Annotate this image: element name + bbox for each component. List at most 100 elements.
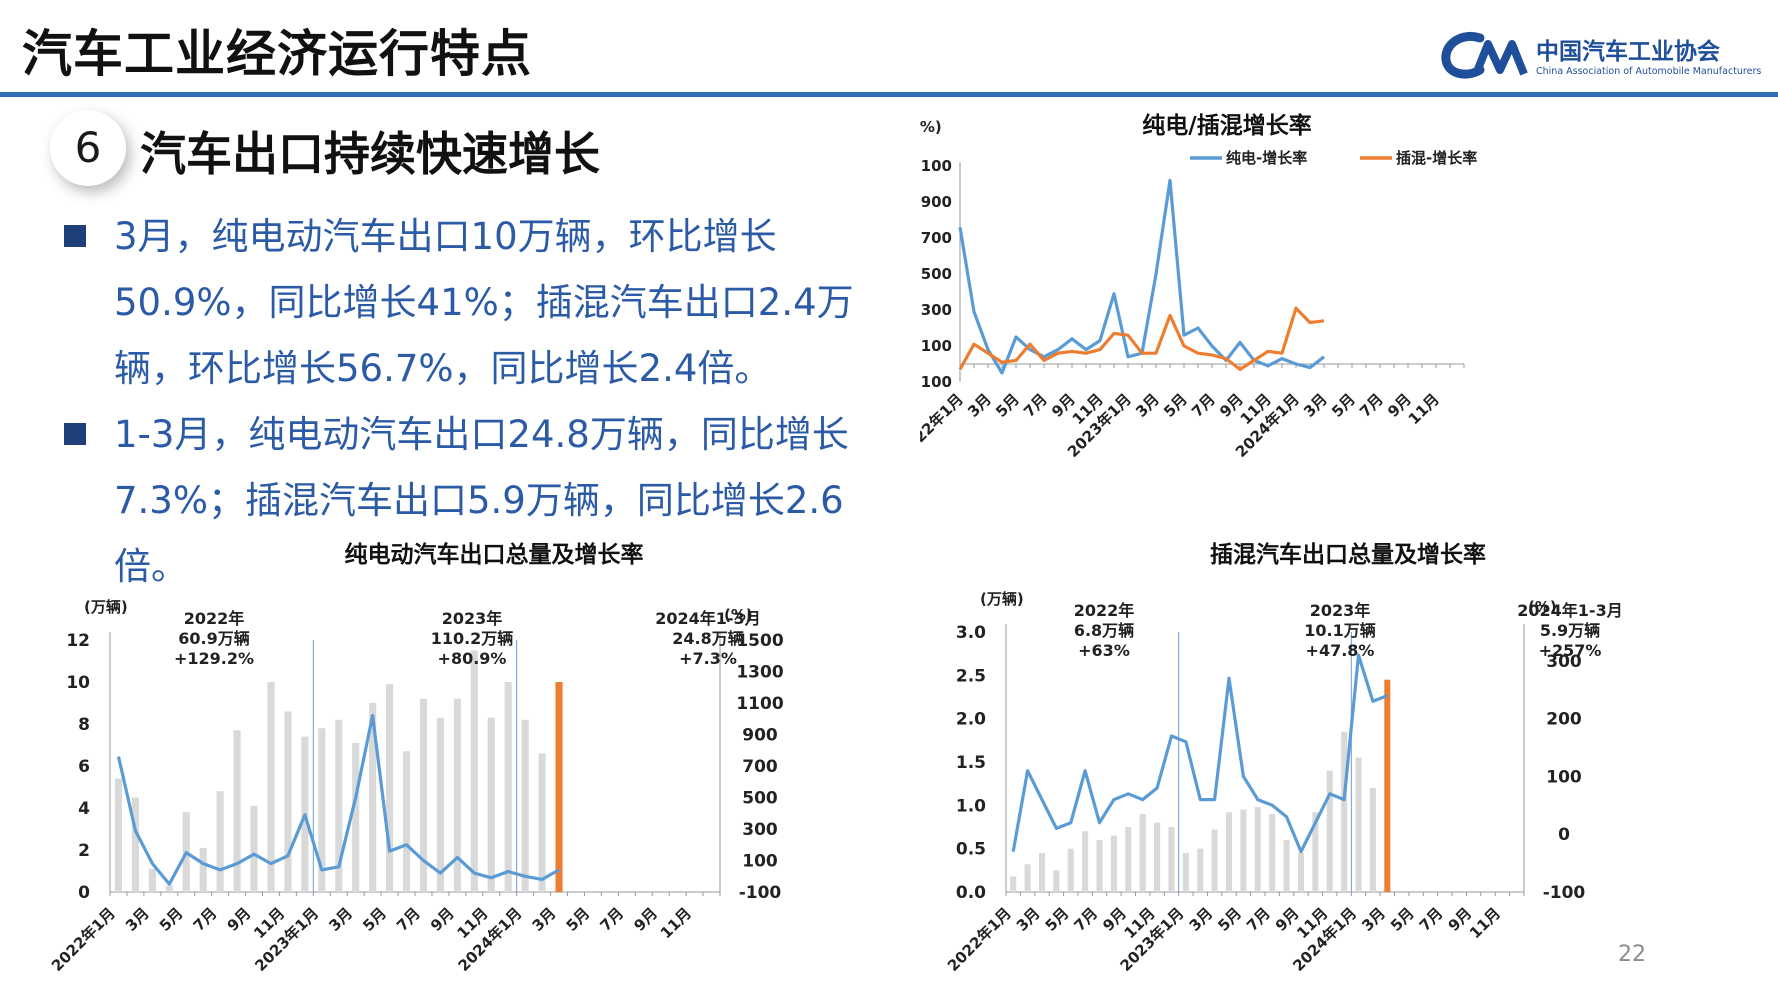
- volume-bar: [131, 797, 139, 892]
- volume-bar: [352, 742, 360, 892]
- bullet-text: 1-3月，纯电动汽车出口24.8万辆，同比增长7.3%；插混汽车出口5.9万辆，…: [114, 413, 849, 588]
- volume-bar: [1096, 840, 1103, 892]
- right-tick-label: -100: [1543, 883, 1586, 903]
- volume-bar: [1082, 831, 1089, 892]
- x-tick-label: 5月: [1160, 390, 1191, 421]
- volume-bar: [335, 719, 343, 892]
- x-tick-label: 7月: [1188, 390, 1219, 421]
- volume-bar: [233, 730, 241, 892]
- x-tick-label: 11月: [657, 904, 695, 942]
- slide-title: 汽车工业经济运行特点: [22, 25, 532, 83]
- y-tick-label: -100: [920, 373, 952, 391]
- y-tick-label: 700: [921, 229, 952, 247]
- volume-bar: [165, 885, 173, 892]
- left-tick-label: 6: [78, 757, 90, 777]
- x-tick-label: 7月: [393, 904, 424, 935]
- x-tick-label: 11月: [1466, 904, 1504, 942]
- chart-title: 插混汽车出口总量及增长率: [1210, 541, 1486, 568]
- period-annotation: 5.9万辆: [1540, 621, 1600, 640]
- growth-rate-chart: 纯电/插混增长率 (%) -100 100 300 500 700 900 1100 2022年1…: [920, 110, 1750, 540]
- period-annotation: +7.3%: [679, 649, 737, 668]
- volume-bar: [487, 717, 495, 892]
- x-tick-label: 3月: [122, 904, 153, 935]
- growth-rate-line: [1011, 653, 1388, 854]
- volume-bar: [250, 805, 258, 892]
- x-tick-label: 3月: [325, 904, 356, 935]
- period-annotation: 2022年: [1074, 601, 1135, 620]
- right-tick-label: 300: [1546, 652, 1582, 672]
- bullet-item: 3月，纯电动汽车出口10万辆，环比增长50.9%，同比增长41%；插混汽车出口2…: [64, 204, 904, 402]
- period-annotation: +47.8%: [1306, 641, 1375, 660]
- volume-bar: [1168, 827, 1175, 892]
- x-tick-label: 2022年1月: [48, 904, 119, 975]
- page-number: 22: [1618, 942, 1646, 967]
- x-tick-label: 7月: [1416, 904, 1447, 935]
- x-tick-label: 3月: [1186, 904, 1217, 935]
- volume-bar: [1010, 876, 1017, 892]
- volume-bar: [1326, 770, 1333, 892]
- section-title: 汽车出口持续快速增长: [140, 127, 600, 181]
- volume-bar: [318, 728, 326, 892]
- x-tick-label: 7月: [190, 904, 221, 935]
- volume-bar: [453, 698, 461, 892]
- volume-bar: [1197, 848, 1204, 892]
- period-annotation: +129.2%: [174, 649, 254, 668]
- section-number-badge: 6: [50, 110, 126, 186]
- volume-bar: [436, 717, 444, 892]
- x-tick-label: 7月: [1070, 904, 1101, 935]
- right-tick-label: 1300: [736, 663, 783, 683]
- y-tick-label: 1100: [920, 157, 952, 175]
- left-tick-label: 0.5: [956, 840, 986, 860]
- right-axis-unit: (%): [1528, 598, 1557, 616]
- x-tick-label: 5月: [156, 904, 187, 935]
- volume-bar: [1154, 822, 1161, 892]
- right-tick-label: 300: [742, 820, 778, 840]
- volume-bar: [1226, 812, 1233, 892]
- period-annotation: 6.8万辆: [1074, 621, 1134, 640]
- left-tick-label: 4: [78, 799, 90, 819]
- volume-bar: [284, 711, 292, 892]
- volume-bar: [1038, 853, 1045, 892]
- left-tick-label: 2.0: [956, 710, 986, 730]
- right-axis-unit: (%): [724, 606, 753, 624]
- right-tick-label: 1500: [736, 631, 783, 651]
- x-tick-label: 3月: [529, 904, 560, 935]
- volume-bar: [521, 719, 529, 892]
- growth-rate-line: [116, 714, 560, 886]
- chart-title: 纯电/插混增长率: [1142, 112, 1311, 139]
- left-tick-label: 3.0: [956, 623, 986, 643]
- volume-bar: [1254, 807, 1261, 892]
- left-tick-label: 10: [66, 673, 90, 693]
- left-tick-label: 12: [66, 631, 90, 651]
- right-tick-label: 200: [1546, 710, 1582, 730]
- right-tick-label: 100: [1546, 767, 1582, 787]
- right-tick-label: 500: [742, 789, 778, 809]
- volume-bar: [504, 682, 512, 892]
- period-annotation: +257%: [1539, 641, 1602, 660]
- y-tick-label: 500: [921, 265, 952, 283]
- x-tick-label: 5月: [1214, 904, 1245, 935]
- phev-export-chart: 插混汽车出口总量及增长率 (万辆) (%) 0.0 0.5 1.0 1.5 2.0 2.5 3.0…: [930, 528, 1740, 998]
- volume-bar: [470, 650, 478, 892]
- period-annotation: 2023年: [1310, 601, 1371, 620]
- volume-bar: [1139, 814, 1146, 892]
- volume-bar: [148, 868, 156, 892]
- x-tick-label: 7月: [596, 904, 627, 935]
- period-annotation: 2024年1-3月: [1517, 601, 1622, 620]
- y-tick-label: 100: [921, 337, 952, 355]
- bullet-text: 3月，纯电动汽车出口10万辆，环比增长50.9%，同比增长41%；插混汽车出口2…: [114, 215, 854, 390]
- period-annotation: +80.9%: [438, 649, 507, 668]
- logo-name-cn: 中国汽车工业协会: [1536, 39, 1720, 65]
- left-tick-label: 8: [78, 715, 90, 735]
- volume-bar: [216, 791, 224, 892]
- highlight-bar: [1384, 679, 1391, 892]
- bullet-item: 1-3月，纯电动汽车出口24.8万辆，同比增长7.3%；插混汽车出口5.9万辆，…: [64, 402, 904, 600]
- x-tick-label: 3月: [1132, 390, 1163, 421]
- x-tick-label: 2022年1月: [944, 904, 1015, 975]
- x-tick-label: 7月: [1020, 390, 1051, 421]
- left-tick-label: 1.0: [956, 796, 986, 816]
- volume-bar: [199, 847, 207, 892]
- volume-bar: [386, 684, 394, 892]
- volume-bar: [1341, 731, 1348, 892]
- right-tick-label: 700: [742, 757, 778, 777]
